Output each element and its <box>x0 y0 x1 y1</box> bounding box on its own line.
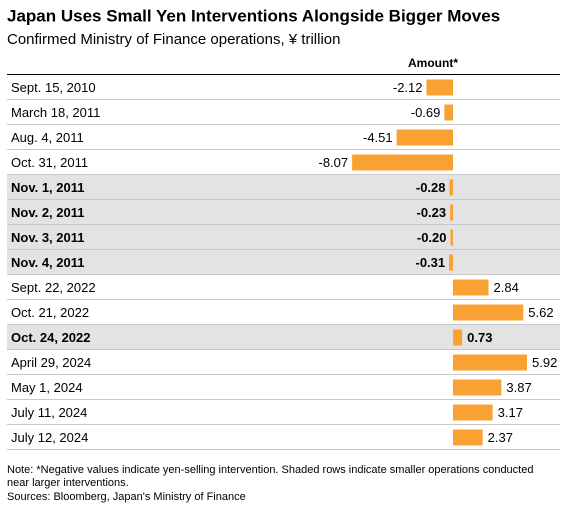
shaded-row <box>7 325 560 350</box>
note: Note: *Negative values indicate yen-sell… <box>7 464 534 489</box>
row-label: July 11, 2024 <box>11 405 87 420</box>
bar <box>449 179 453 196</box>
value-label: 3.17 <box>498 405 523 420</box>
bar <box>453 429 483 446</box>
bar <box>449 254 453 271</box>
bar <box>444 104 453 121</box>
bar <box>450 204 453 221</box>
value-label: -0.20 <box>417 230 447 245</box>
source: Sources: Bloomberg, Japan's Ministry of … <box>7 491 246 503</box>
chart-title: Japan Uses Small Yen Interventions Along… <box>7 6 500 25</box>
row-label: July 12, 2024 <box>11 430 88 445</box>
bar <box>453 329 463 346</box>
value-label: 0.73 <box>467 330 492 345</box>
value-label: -2.12 <box>393 80 423 95</box>
value-label: 5.62 <box>528 305 553 320</box>
shaded-row <box>7 175 560 200</box>
bar <box>453 304 524 321</box>
row-label: Nov. 2, 2011 <box>11 205 84 220</box>
row-label: April 29, 2024 <box>11 355 91 370</box>
bar <box>450 229 453 246</box>
row-label: Oct. 21, 2022 <box>11 305 89 320</box>
value-label: -0.31 <box>415 255 445 270</box>
bar <box>453 354 527 371</box>
row-label: Nov. 3, 2011 <box>11 230 84 245</box>
bar <box>426 79 453 96</box>
row-label: Sept. 22, 2022 <box>11 280 96 295</box>
row-label: March 18, 2011 <box>11 105 100 120</box>
value-label: -8.07 <box>318 155 348 170</box>
row-label: Nov. 4, 2011 <box>11 255 84 270</box>
bar <box>352 154 453 171</box>
row-label: Oct. 31, 2011 <box>11 155 88 170</box>
chart-subtitle: Confirmed Ministry of Finance operations… <box>7 31 340 48</box>
value-label: -0.23 <box>416 205 446 220</box>
shaded-row <box>7 225 560 250</box>
value-label: 2.84 <box>494 280 519 295</box>
row-label: Aug. 4, 2011 <box>11 130 84 145</box>
value-label: -0.28 <box>416 180 446 195</box>
bar <box>453 404 493 421</box>
shaded-row <box>7 200 560 225</box>
column-header: Amount* <box>408 56 458 70</box>
bar <box>396 129 453 146</box>
row-label: Sept. 15, 2010 <box>11 80 96 95</box>
row-label: Nov. 1, 2011 <box>11 180 84 195</box>
value-label: 2.37 <box>488 430 513 445</box>
row-label: Oct. 24, 2022 <box>11 330 91 345</box>
chart: Japan Uses Small Yen Interventions Along… <box>7 6 560 450</box>
bar <box>453 279 489 296</box>
bar <box>453 379 502 396</box>
value-label: -0.69 <box>411 105 441 120</box>
value-label: 3.87 <box>506 380 531 395</box>
value-label: 5.92 <box>532 355 557 370</box>
shaded-row <box>7 250 560 275</box>
row-label: May 1, 2024 <box>11 380 83 395</box>
value-label: -4.51 <box>363 130 393 145</box>
